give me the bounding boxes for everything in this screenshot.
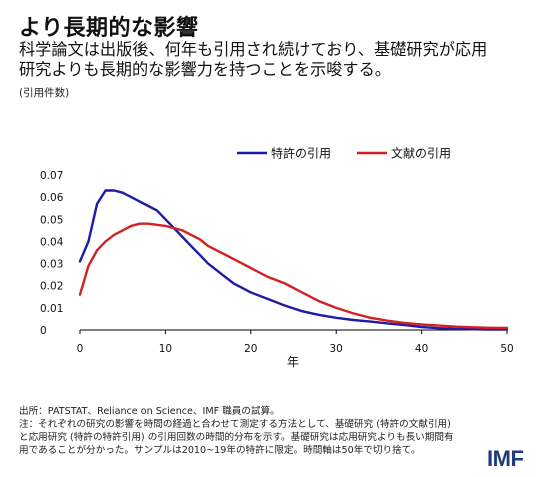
y-tick-label: 0.06 — [40, 192, 64, 204]
x-tick-label: 20 — [244, 343, 257, 355]
chart-subtitle: 科学論文は出版後、何年も引用され続けており、基礎研究が応用 研究よりも長期的な影… — [19, 40, 549, 80]
chart-title: より長期的な影響 — [19, 16, 199, 41]
x-tick-label: 10 — [159, 343, 172, 355]
y-tick-label: 0.03 — [40, 259, 63, 271]
legend-label: 特許の引用 — [271, 146, 331, 161]
x-tick-label: 30 — [330, 343, 343, 355]
source-note: 出所：PATSTAT、Reliance on Science、IMF 職員の試算… — [19, 406, 280, 417]
y-tick-label: 0.07 — [40, 170, 63, 182]
legend-label: 文献の引用 — [391, 146, 451, 161]
footnote-line-3: 用であることが分かった。サンプルは2010~19年の特許に限定。時間軸は50年で… — [19, 445, 421, 456]
series-line-literature-citations — [78, 222, 509, 330]
x-tick-label: 50 — [500, 343, 513, 355]
imf-logo: IMF — [487, 446, 524, 471]
x-tick-label: 40 — [415, 343, 428, 355]
y-tick-label: 0.01 — [40, 303, 63, 315]
subtitle-line-2: 研究よりも長期的な影響力を持つことを示唆する。 — [19, 60, 391, 79]
y-tick-label: 0.05 — [40, 214, 63, 226]
x-tick-label: 0 — [77, 343, 84, 355]
y-tick-label: 0.04 — [40, 236, 64, 248]
line-chart: 0 0.01 0.02 0.03 0.04 0.05 0.06 0.07 0 10 20 30 40 50… — [40, 146, 514, 370]
series-line-patent-citations — [78, 189, 509, 331]
footnote-line-1: 注：それぞれの研究の影響を時間の経過と合わせて測定する方法として、基礎研究 (特… — [19, 419, 451, 430]
footnote: 注：それぞれの研究の影響を時間の経過と合わせて測定する方法として、基礎研究 (特… — [19, 418, 559, 457]
subtitle-line-1: 科学論文は出版後、何年も引用され続けており、基礎研究が応用 — [19, 40, 488, 59]
y-tick-label: 0.02 — [40, 281, 63, 293]
footnote-line-2: と応用研究 (特許の特許引用) の引用回数の時間的分布を示す。基礎研究は応用研究… — [19, 432, 454, 443]
y-tick-label: 0 — [40, 325, 47, 337]
y-axis-unit-label: (引用件数) — [19, 87, 70, 99]
x-axis-label: 年 — [287, 355, 299, 369]
